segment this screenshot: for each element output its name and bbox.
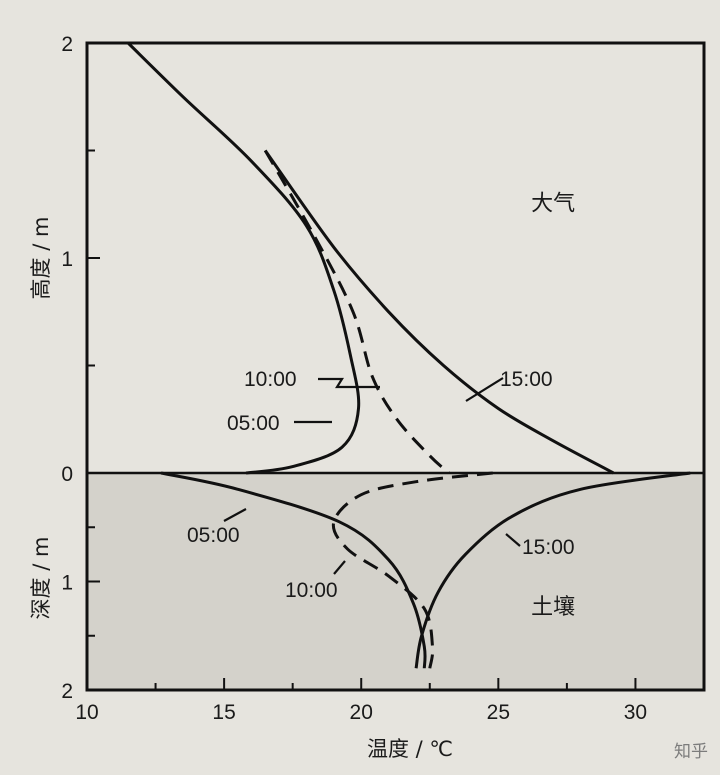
depth-tick-label-2: 2 — [61, 680, 73, 703]
series-0500-air-line — [127, 41, 361, 475]
series-0500-label: 05:00 — [187, 524, 240, 547]
watermark: 知乎 — [674, 742, 708, 762]
soil-label: 土壤 — [531, 595, 575, 620]
y-axis-title-height: 高度 / m — [29, 217, 53, 300]
series-1500-soil-line — [414, 471, 691, 669]
height-tick-label-1: 1 — [61, 248, 73, 271]
series-1000-leader — [318, 377, 380, 389]
series-0500-label: 05:00 — [227, 412, 280, 435]
height-tick-label-0: 2 — [61, 33, 73, 56]
x-tick-label-1: 15 — [212, 701, 235, 724]
series-0500-leader — [223, 508, 247, 522]
curves — [127, 41, 691, 669]
height-tick-label-2: 0 — [61, 463, 73, 486]
series-1000-soil-line — [331, 471, 493, 669]
series-1500-air-line — [263, 149, 615, 475]
x-tick-label-2: 20 — [350, 701, 373, 724]
x-tick-label-3: 25 — [487, 701, 510, 724]
axis-ticks — [86, 42, 637, 691]
series-1500-leader — [505, 533, 521, 547]
series-1500-label: 15:00 — [500, 368, 553, 391]
depth-tick-label-1: 1 — [61, 572, 73, 595]
series-1000-label: 10:00 — [244, 368, 297, 391]
series-1000-label: 10:00 — [285, 579, 338, 602]
series-annotations: 10:00 05:00 15:00 05:00 10:00 15:00 — [187, 368, 575, 602]
series-1000-leader — [333, 560, 346, 575]
x-tick-label-4: 30 — [624, 701, 647, 724]
series-1500-leader — [465, 377, 504, 402]
atmosphere-label: 大气 — [531, 192, 575, 217]
series-1500-label: 15:00 — [522, 536, 575, 559]
y-axis-title-depth: 深度 / m — [29, 537, 53, 620]
series-0500-soil-line — [160, 471, 427, 669]
x-tick-label-0: 10 — [75, 701, 98, 724]
x-axis-title: 温度 / ℃ — [367, 737, 453, 761]
series-1000-air-line — [263, 149, 451, 475]
